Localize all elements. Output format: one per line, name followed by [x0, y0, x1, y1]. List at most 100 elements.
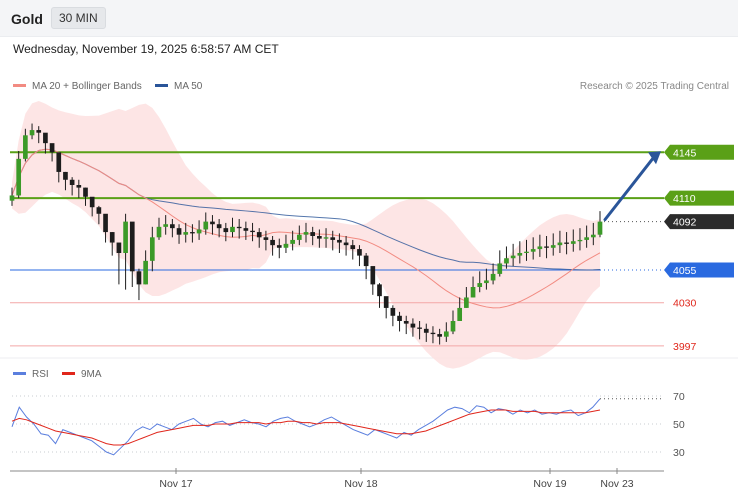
candle-body [170, 224, 175, 229]
candle-body [190, 232, 195, 234]
legend-ma20-label: MA 20 + Bollinger Bands [32, 81, 142, 92]
candle-body [236, 226, 242, 229]
rsi-line [11, 398, 601, 456]
candle-body [43, 132, 48, 144]
candle-body [557, 242, 563, 246]
candle-body [36, 130, 42, 133]
forecast-arrow-shaft [603, 156, 655, 222]
candle-body [430, 332, 436, 335]
candle-body [537, 246, 543, 250]
candle-body [370, 266, 376, 285]
legend-ma50-swatch [155, 83, 168, 87]
candle-body [109, 232, 115, 243]
legend-ma50: MA 50 [155, 81, 202, 92]
rsi-9ma-line [11, 409, 601, 446]
candle-body [517, 253, 523, 256]
legend-rsi: RSI [13, 369, 49, 380]
candle-body [524, 251, 529, 253]
candle-body [477, 283, 483, 287]
candle-body [83, 187, 88, 197]
candle-body [350, 245, 356, 250]
price-label-4030: 4030 [673, 298, 697, 310]
candle-body [223, 228, 229, 233]
top-bar: Gold 30 MIN [0, 0, 738, 37]
candle-body [457, 307, 463, 321]
candle-body [590, 234, 596, 238]
price-label-bg [664, 262, 734, 278]
candle-body [203, 221, 209, 230]
candle-body [23, 135, 28, 159]
candle-body [263, 237, 269, 240]
candle-body [256, 232, 262, 238]
candle-body [296, 234, 302, 240]
candle-body [29, 130, 35, 136]
timeframe-button[interactable]: 30 MIN [51, 7, 106, 29]
candle-body [323, 237, 329, 239]
candle-body [103, 213, 108, 233]
candle-body [283, 243, 289, 248]
legend-ma50-label: MA 50 [174, 81, 203, 92]
candle-body [129, 221, 135, 272]
candle-body [530, 249, 536, 252]
candle-body [510, 255, 516, 259]
candle-body [143, 260, 148, 285]
price-label-text: 4110 [673, 193, 696, 205]
candle-body [497, 263, 503, 274]
candle-body [377, 284, 382, 297]
price-label-4092: 4092 [664, 214, 734, 230]
candle-body [136, 271, 142, 285]
price-label-text: 4092 [673, 217, 697, 229]
candle-body [470, 287, 476, 298]
legend-9ma-label: 9MA [81, 369, 102, 380]
legend-ma20-swatch [13, 83, 26, 87]
candle-body [544, 246, 549, 248]
candle-body [149, 237, 155, 261]
candle-body [196, 229, 202, 234]
candle-body [570, 241, 576, 244]
x-tick-label: Nov 17 [159, 478, 192, 490]
legend-9ma: 9MA [62, 369, 102, 380]
candle-body [276, 245, 282, 248]
price-label-bg [664, 190, 734, 206]
candle-body [584, 237, 589, 240]
candle-body [49, 143, 55, 153]
legend-rsi-label: RSI [32, 369, 49, 380]
price-label-bg [664, 214, 734, 230]
candle-body [397, 315, 402, 321]
candle-body [550, 245, 556, 248]
price-label-4055: 4055 [664, 262, 734, 278]
legend-rsi-swatch [13, 371, 26, 375]
candle-body [250, 230, 255, 233]
candle-body [423, 328, 429, 333]
candle-body [417, 327, 422, 329]
x-tick-label: Nov 18 [344, 478, 377, 490]
candle-body [69, 179, 75, 185]
candle-body [310, 232, 316, 236]
candle-body [290, 239, 295, 244]
candle-body [337, 239, 342, 243]
candle-body [357, 249, 362, 256]
candle-body [490, 273, 496, 281]
candle-body [564, 242, 569, 244]
rsi-tick-30: 30 [673, 447, 685, 459]
candle-body [450, 321, 456, 332]
candle-body [343, 242, 349, 246]
candle-body [577, 239, 583, 242]
candle-body [123, 221, 128, 253]
price-label-bg [664, 144, 734, 160]
candle-body [9, 195, 15, 201]
candle-body [76, 185, 82, 188]
rsi-tick-70: 70 [673, 391, 685, 403]
candle-body [116, 242, 122, 253]
forecast-arrow-head [648, 151, 661, 165]
price-label-text: 4145 [673, 147, 697, 159]
candle-body [183, 232, 189, 235]
candle-body [383, 296, 389, 308]
candle-body [437, 334, 442, 337]
candle-body [484, 280, 489, 284]
legend-ma20: MA 20 + Bollinger Bands [13, 81, 142, 92]
candle-body [390, 307, 396, 316]
price-label-4145: 4145 [664, 144, 734, 160]
credit-label: Research © 2025 Trading Central [579, 81, 729, 92]
